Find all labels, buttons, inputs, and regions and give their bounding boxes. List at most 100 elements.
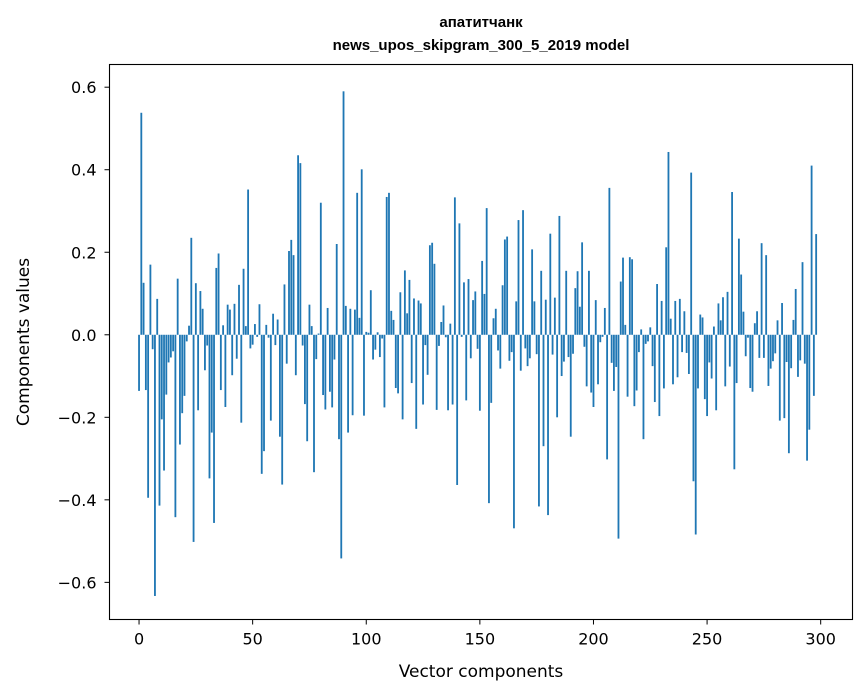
bar-188 bbox=[565, 270, 568, 335]
bar-80 bbox=[319, 202, 322, 335]
bar-169 bbox=[522, 210, 524, 335]
bar-282 bbox=[778, 334, 781, 421]
bar-195 bbox=[581, 242, 584, 335]
x-axis-ticks: 0 50 100 150 200 250 300 bbox=[134, 619, 836, 649]
bar-295 bbox=[808, 334, 811, 430]
y-tick-label-3: 0.0 bbox=[71, 326, 96, 345]
bar-243 bbox=[690, 172, 693, 335]
bar-215 bbox=[626, 334, 629, 397]
bar-224 bbox=[647, 334, 649, 342]
bar-170 bbox=[524, 334, 527, 349]
bar-149 bbox=[476, 334, 479, 349]
bar-15 bbox=[172, 334, 175, 352]
bar-180 bbox=[547, 334, 549, 516]
bar-168 bbox=[519, 334, 522, 371]
bar-287 bbox=[790, 334, 793, 369]
bar-200 bbox=[592, 334, 595, 407]
x-tick-label-150: 150 bbox=[465, 630, 496, 649]
bar-133 bbox=[440, 321, 443, 335]
bar-19 bbox=[181, 334, 184, 414]
bar-150 bbox=[478, 334, 481, 411]
bar-77 bbox=[313, 334, 315, 473]
bar-34 bbox=[215, 267, 218, 335]
bar-108 bbox=[383, 334, 386, 408]
bar-228 bbox=[656, 284, 658, 335]
bar-57 bbox=[267, 334, 270, 338]
bar-87 bbox=[335, 244, 338, 335]
bar-272 bbox=[756, 311, 758, 335]
bar-197 bbox=[585, 334, 588, 387]
bar-140 bbox=[456, 334, 459, 485]
bar-95 bbox=[353, 309, 356, 335]
bar-128 bbox=[428, 245, 431, 335]
bar-157 bbox=[494, 308, 497, 335]
bar-68 bbox=[292, 255, 295, 335]
y-tick-label-4: 0.2 bbox=[71, 243, 96, 262]
bar-131 bbox=[435, 334, 438, 410]
bar-123 bbox=[417, 300, 420, 335]
bar-146 bbox=[469, 334, 472, 359]
bar-222 bbox=[642, 334, 645, 440]
bar-139 bbox=[453, 197, 456, 335]
bar-74 bbox=[306, 334, 309, 442]
bar-47 bbox=[244, 326, 247, 335]
y-axis-ticks: −0.6 −0.4 −0.2 0.0 0.2 0.4 0.6 bbox=[58, 78, 110, 592]
bar-147 bbox=[472, 300, 474, 335]
x-tick-label-50: 50 bbox=[242, 630, 262, 649]
bar-54 bbox=[260, 334, 263, 474]
bar-193 bbox=[576, 271, 579, 335]
bar-73 bbox=[304, 334, 306, 405]
plot-frame bbox=[108, 63, 854, 621]
bar-191 bbox=[572, 334, 574, 354]
bar-164 bbox=[510, 334, 513, 353]
bar-268 bbox=[747, 334, 749, 338]
bar-156 bbox=[492, 318, 495, 335]
bar-230 bbox=[660, 300, 663, 335]
bar-291 bbox=[799, 334, 802, 361]
x-tick-label-0: 0 bbox=[134, 630, 144, 649]
bar-11 bbox=[163, 334, 165, 471]
bar-256 bbox=[719, 320, 722, 335]
bar-24 bbox=[192, 334, 195, 542]
bar-214 bbox=[624, 324, 627, 335]
bar-202 bbox=[597, 334, 599, 385]
bar-90 bbox=[342, 91, 345, 335]
bar-293 bbox=[803, 334, 806, 364]
bar-167 bbox=[517, 220, 520, 335]
bar-162 bbox=[506, 236, 509, 335]
bar-205 bbox=[603, 307, 606, 335]
bar-130 bbox=[433, 263, 436, 335]
bar-61 bbox=[276, 319, 279, 335]
bar-280 bbox=[774, 334, 777, 354]
bar-196 bbox=[583, 334, 586, 347]
bar-21 bbox=[185, 334, 188, 342]
bar-284 bbox=[783, 334, 786, 419]
bar-101 bbox=[367, 332, 370, 335]
bar-110 bbox=[388, 192, 390, 335]
chart-subtitle: news_upos_skipgram_300_5_2019 model bbox=[333, 37, 630, 54]
bar-89 bbox=[340, 334, 343, 559]
bar-12 bbox=[165, 334, 168, 395]
bar-278 bbox=[769, 334, 772, 369]
bar-125 bbox=[422, 334, 424, 405]
bar-107 bbox=[381, 334, 384, 339]
bar-6 bbox=[151, 334, 154, 350]
bar-48 bbox=[247, 189, 250, 335]
bar-178 bbox=[542, 334, 545, 447]
bar-33 bbox=[213, 334, 215, 523]
bar-30 bbox=[206, 334, 209, 346]
bar-29 bbox=[204, 334, 206, 371]
bars-group bbox=[138, 91, 818, 596]
bar-92 bbox=[347, 334, 349, 433]
bar-62 bbox=[279, 334, 281, 437]
bar-220 bbox=[638, 334, 640, 353]
bar-274 bbox=[760, 243, 763, 335]
bar-144 bbox=[465, 334, 468, 401]
bar-187 bbox=[563, 334, 565, 362]
bar-239 bbox=[681, 334, 683, 353]
bar-94 bbox=[351, 334, 354, 416]
bar-217 bbox=[631, 259, 634, 335]
bar-7 bbox=[154, 334, 156, 596]
bar-82 bbox=[324, 334, 327, 410]
bar-238 bbox=[678, 298, 681, 335]
